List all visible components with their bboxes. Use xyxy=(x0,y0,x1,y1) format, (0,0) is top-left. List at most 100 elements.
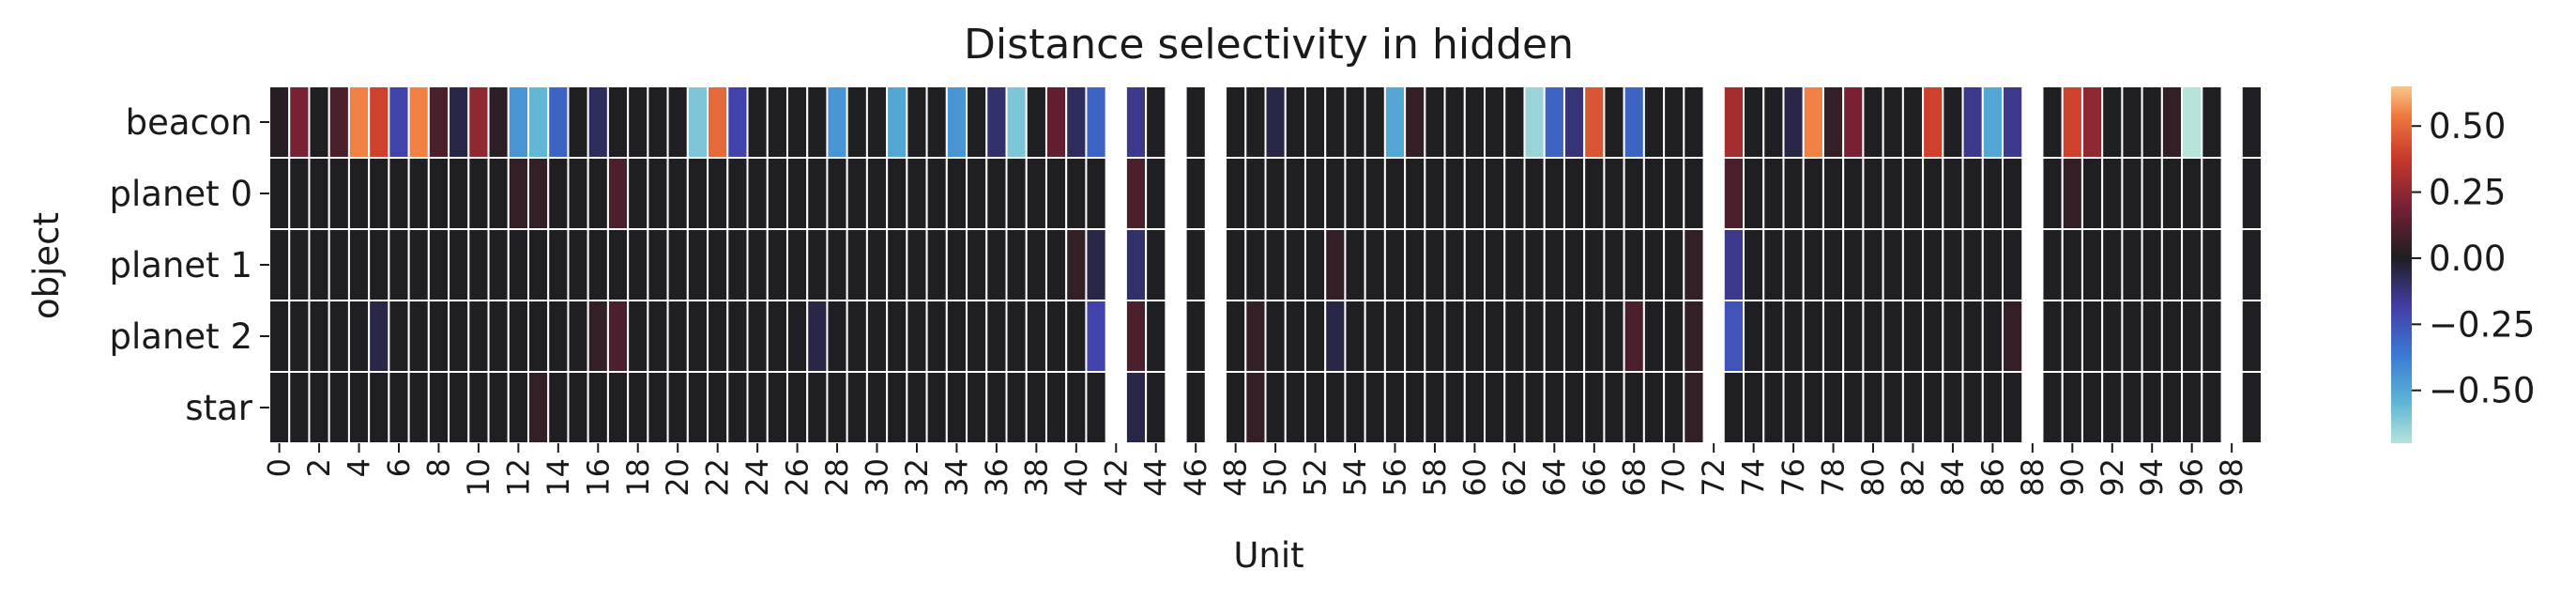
heatmap-cell xyxy=(627,300,649,373)
heatmap-cell xyxy=(1821,85,1845,159)
heatmap-cell xyxy=(1205,229,1227,300)
heatmap-cell xyxy=(1842,300,1865,373)
heatmap-cell xyxy=(766,371,788,444)
x-tick-label: 6 xyxy=(381,458,417,477)
heatmap-cell xyxy=(1503,157,1526,230)
heatmap-cell xyxy=(1862,300,1884,373)
heatmap-cell xyxy=(467,157,490,230)
heatmap-cell xyxy=(1603,300,1625,373)
heatmap-cell xyxy=(2041,85,2064,159)
heatmap-cell xyxy=(627,228,649,301)
x-tick-label: 16 xyxy=(580,458,616,497)
heatmap-cell xyxy=(606,85,630,159)
heatmap-cell xyxy=(1922,85,1944,159)
heatmap-cell xyxy=(1025,85,1047,159)
heatmap-cell xyxy=(785,371,809,444)
heatmap-cell xyxy=(1981,300,2004,373)
heatmap-cell xyxy=(1145,228,1167,301)
heatmap-cell xyxy=(1205,86,1227,158)
heatmap-cell xyxy=(1523,371,1546,444)
heatmap-cell xyxy=(1683,371,1705,444)
heatmap-cell xyxy=(985,85,1008,159)
heatmap-cell xyxy=(886,300,908,373)
heatmap-cell xyxy=(2121,85,2143,159)
heatmap-cell xyxy=(1424,157,1446,230)
heatmap-cell xyxy=(1523,157,1546,230)
heatmap-cell xyxy=(388,85,410,159)
heatmap-cell xyxy=(1463,300,1486,373)
heatmap-cell xyxy=(526,300,550,373)
heatmap-cell xyxy=(1642,85,1666,159)
heatmap-cell xyxy=(1105,372,1126,443)
heatmap-cell xyxy=(647,300,669,373)
heatmap-cell xyxy=(1205,300,1227,372)
heatmap-cell xyxy=(2141,371,2163,444)
heatmap-cell xyxy=(1642,228,1666,301)
heatmap-cell xyxy=(487,85,510,159)
x-tick-label: 98 xyxy=(2214,458,2249,497)
heatmap-cell xyxy=(328,371,350,444)
heatmap-cell xyxy=(2101,85,2124,159)
heatmap-cell xyxy=(966,371,988,444)
heatmap-cell xyxy=(1762,85,1785,159)
heatmap-cell xyxy=(1443,228,1466,301)
heatmap-cell xyxy=(1383,371,1407,444)
heatmap-cell xyxy=(2081,228,2104,301)
heatmap-cell xyxy=(1922,371,1944,444)
heatmap-cell xyxy=(1663,85,1685,159)
heatmap-cell xyxy=(587,157,609,230)
heatmap-cell xyxy=(2201,85,2223,159)
heatmap-cell xyxy=(1044,371,1068,444)
heatmap-cell xyxy=(707,300,729,373)
x-tick-label: 58 xyxy=(1417,458,1453,497)
heatmap-cell xyxy=(587,228,609,301)
heatmap-cell xyxy=(1503,228,1526,301)
heatmap-cell xyxy=(2141,300,2163,373)
x-tick-label: 20 xyxy=(660,458,695,497)
x-tick-label: 0 xyxy=(262,458,297,477)
heatmap-cell xyxy=(1124,371,1148,444)
x-tick-label: 12 xyxy=(500,458,536,497)
heatmap-cell xyxy=(1044,85,1068,159)
heatmap-cell xyxy=(1085,371,1107,444)
x-tick-group: 0 2 4 6 8 10 12 14 16 18 20 22 24 26 28 30 32 34 36 38 40 42 4… xyxy=(262,443,2249,497)
heatmap-cell xyxy=(507,371,529,444)
heatmap-cell xyxy=(1404,300,1426,373)
x-tick-label: 52 xyxy=(1298,458,1334,497)
heatmap-cell xyxy=(1562,228,1586,301)
heatmap-cell xyxy=(1005,228,1028,301)
heatmap-cell xyxy=(1244,157,1267,230)
heatmap-cell xyxy=(1603,228,1625,301)
heatmap-cell xyxy=(1364,371,1386,444)
heatmap-cell xyxy=(547,228,570,301)
heatmap-cell xyxy=(1124,228,1148,301)
heatmap-cell xyxy=(2121,371,2143,444)
heatmap-cell xyxy=(308,157,330,230)
heatmap-cell xyxy=(1044,157,1068,230)
heatmap-cell xyxy=(1802,157,1824,230)
heatmap-cell xyxy=(906,371,928,444)
heatmap-cell xyxy=(487,300,510,373)
heatmap-cell xyxy=(1105,300,1126,372)
heatmap-cell xyxy=(347,371,371,444)
heatmap-cell xyxy=(1802,371,1824,444)
heatmap-cell xyxy=(726,157,749,230)
x-tick-label: 56 xyxy=(1378,458,1413,497)
colorbar-tick-label: −0.50 xyxy=(2429,371,2535,411)
heatmap-cell xyxy=(1743,228,1765,301)
heatmap-cell xyxy=(1762,371,1785,444)
heatmap-cell xyxy=(567,85,589,159)
heatmap-cell xyxy=(1383,300,1407,373)
heatmap-cell xyxy=(966,85,988,159)
heatmap-cell xyxy=(806,371,829,444)
heatmap-cell xyxy=(1503,371,1526,444)
heatmap-cell xyxy=(308,300,330,373)
heatmap-cell xyxy=(1981,228,2004,301)
x-tick-label: 94 xyxy=(2134,458,2170,497)
heatmap-cell xyxy=(746,228,769,301)
heatmap-cell xyxy=(1184,371,1207,444)
heatmap-cell xyxy=(1762,157,1785,230)
heatmap-cell xyxy=(1085,85,1107,159)
heatmap-cell xyxy=(766,300,788,373)
heatmap-cell xyxy=(1484,228,1506,301)
